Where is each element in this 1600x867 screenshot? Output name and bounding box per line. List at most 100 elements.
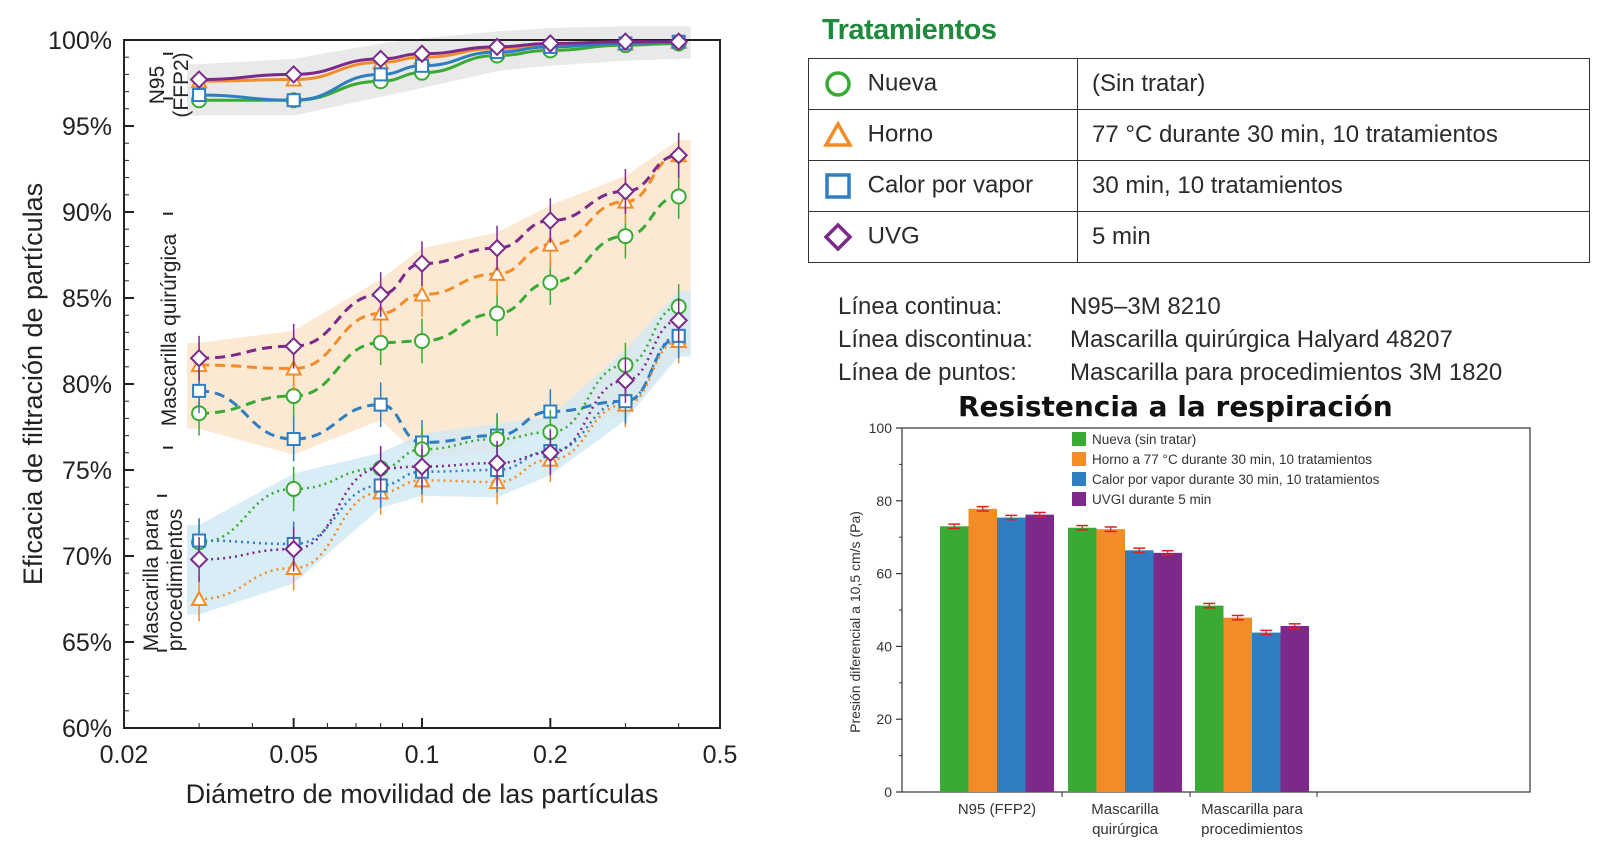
data-point — [284, 64, 304, 84]
bar-legend-label: Calor por vapor durante 30 min, 10 trata… — [1092, 472, 1380, 487]
bar — [1252, 632, 1281, 792]
bar — [997, 517, 1026, 792]
bar-legend-swatch — [1072, 472, 1086, 486]
bar — [1068, 527, 1097, 792]
x-tick-label: 0.05 — [269, 741, 318, 769]
treatment-desc: 30 min, 10 tratamientos — [1077, 160, 1590, 212]
bar-y-tick-label: 100 — [869, 420, 893, 436]
data-point — [286, 432, 301, 447]
bar — [1223, 617, 1252, 792]
data-point — [371, 285, 391, 304]
data-point — [669, 145, 689, 165]
y-tick-label: 60% — [62, 715, 112, 743]
bar-category-label: procedimientos — [1201, 821, 1303, 838]
treatment-row: UVG 5 min — [808, 211, 1590, 263]
bar — [968, 508, 997, 792]
bar — [1096, 529, 1125, 792]
x-tick-label: 0.02 — [100, 741, 149, 769]
data-point — [189, 348, 209, 368]
bar — [1195, 605, 1224, 792]
line-style-value: Mascarilla quirúrgica Halyard 48207 — [1070, 326, 1453, 353]
treatment-label: UVG — [867, 222, 920, 250]
bar-y-tick-label: 20 — [876, 711, 892, 727]
bar-legend-label: UVGI durante 5 min — [1092, 492, 1211, 507]
y-tick-label: 100% — [48, 27, 112, 55]
data-point — [189, 70, 209, 89]
treatments-table: Nueva (Sin tratar) Horno 77 °C durante 3… — [808, 58, 1590, 263]
circle-icon — [825, 71, 851, 97]
line-style-row: Línea discontinua: Mascarilla quirúrgica… — [838, 323, 1502, 356]
bar — [1153, 552, 1182, 792]
bar-legend-swatch — [1072, 452, 1086, 466]
treatment-label: Nueva — [867, 69, 938, 97]
y-tick-label: 65% — [62, 629, 112, 657]
series-line — [199, 153, 679, 371]
line-style-value: N95–3M 8210 — [1070, 293, 1221, 320]
data-point — [540, 211, 560, 231]
data-point — [413, 285, 431, 302]
treatment-label: Calor por vapor — [867, 171, 1034, 199]
data-point — [371, 458, 391, 478]
group-label-text: Mascarilla quirúrgica — [158, 233, 181, 426]
bar-legend-label: Nueva (sin tratar) — [1092, 432, 1196, 447]
data-point — [284, 539, 304, 559]
square-icon — [825, 173, 851, 199]
data-point — [489, 305, 506, 322]
x-tick-label: 0.5 — [703, 741, 738, 769]
bar — [1025, 514, 1054, 792]
data-point — [540, 34, 560, 53]
group-label-text: Mascarilla para — [140, 508, 163, 651]
data-point — [284, 336, 304, 356]
treatment-desc: 5 min — [1077, 211, 1590, 263]
y-tick-label: 80% — [62, 371, 112, 399]
bar-y-axis-label: Presión diferencial a 10,5 cm/s (Pa) — [847, 511, 863, 733]
data-point — [189, 550, 209, 569]
data-point — [414, 333, 430, 349]
data-point — [669, 310, 689, 330]
data-point — [488, 264, 506, 281]
breathing-resistance-chart: 0 20 40 60 80 100 Presión diferencial a 10,5 c… — [847, 420, 1531, 838]
treatment-desc: 77 °C durante 30 min, 10 tratamientos — [1077, 109, 1590, 161]
confidence-band — [187, 291, 691, 615]
diamond-icon — [823, 222, 853, 252]
y-tick-label: 90% — [62, 199, 112, 227]
line-style-legend: Línea continua: N95–3M 8210 Línea discon… — [838, 290, 1502, 389]
data-point — [373, 397, 388, 412]
treatment-label: Horno — [867, 120, 934, 148]
data-point — [669, 32, 689, 52]
data-point — [192, 383, 207, 398]
group-label-text: N95 — [146, 66, 169, 105]
data-point — [542, 274, 559, 291]
data-point — [286, 93, 301, 108]
line-style-key: Línea discontinua: — [838, 326, 1033, 353]
data-point — [372, 334, 389, 351]
data-point — [487, 238, 507, 258]
line-style-value: Mascarilla para procedimientos 3M 1820 — [1070, 359, 1503, 386]
treatment-desc: (Sin tratar) — [1077, 58, 1590, 110]
data-point — [487, 453, 507, 473]
y-tick-label: 70% — [62, 543, 112, 571]
group-label: Mascarilla para procedimientos — [140, 508, 187, 651]
group-label-text: (FFP2) — [170, 52, 193, 117]
bar — [1125, 550, 1154, 792]
x-tick-label: 0.2 — [533, 741, 568, 769]
line-style-key: Línea continua: — [838, 293, 1003, 320]
data-point — [487, 37, 507, 57]
bar — [940, 526, 969, 792]
data-point — [540, 443, 560, 463]
bar-legend-label: Horno a 77 °C durante 30 min, 10 tratami… — [1092, 452, 1372, 467]
data-point — [371, 49, 391, 69]
treatment-row: Calor por vapor 30 min, 10 tratamientos — [808, 160, 1590, 212]
triangle-icon — [823, 120, 853, 147]
data-point — [190, 589, 208, 606]
x-axis-label: Diámetro de movilidad de las partículas — [186, 779, 659, 809]
data-point — [373, 67, 388, 82]
filtration-efficiency-chart: 60% 65% 70% 75% 80% 85% 90% 95% 100% 0.02 0.05 0.1 0… — [18, 26, 738, 809]
group-label: Mascarilla quirúrgica — [158, 233, 181, 426]
line-style-row: Línea de puntos: Mascarilla para procedi… — [838, 356, 1502, 389]
bar-y-tick-label: 40 — [876, 638, 892, 654]
group-label: N95 (FFP2) — [146, 52, 193, 117]
bar-chart-title: Resistencia a la respiración — [958, 390, 1393, 423]
data-point — [412, 457, 432, 476]
bar-category-label: N95 (FFP2) — [958, 801, 1036, 818]
